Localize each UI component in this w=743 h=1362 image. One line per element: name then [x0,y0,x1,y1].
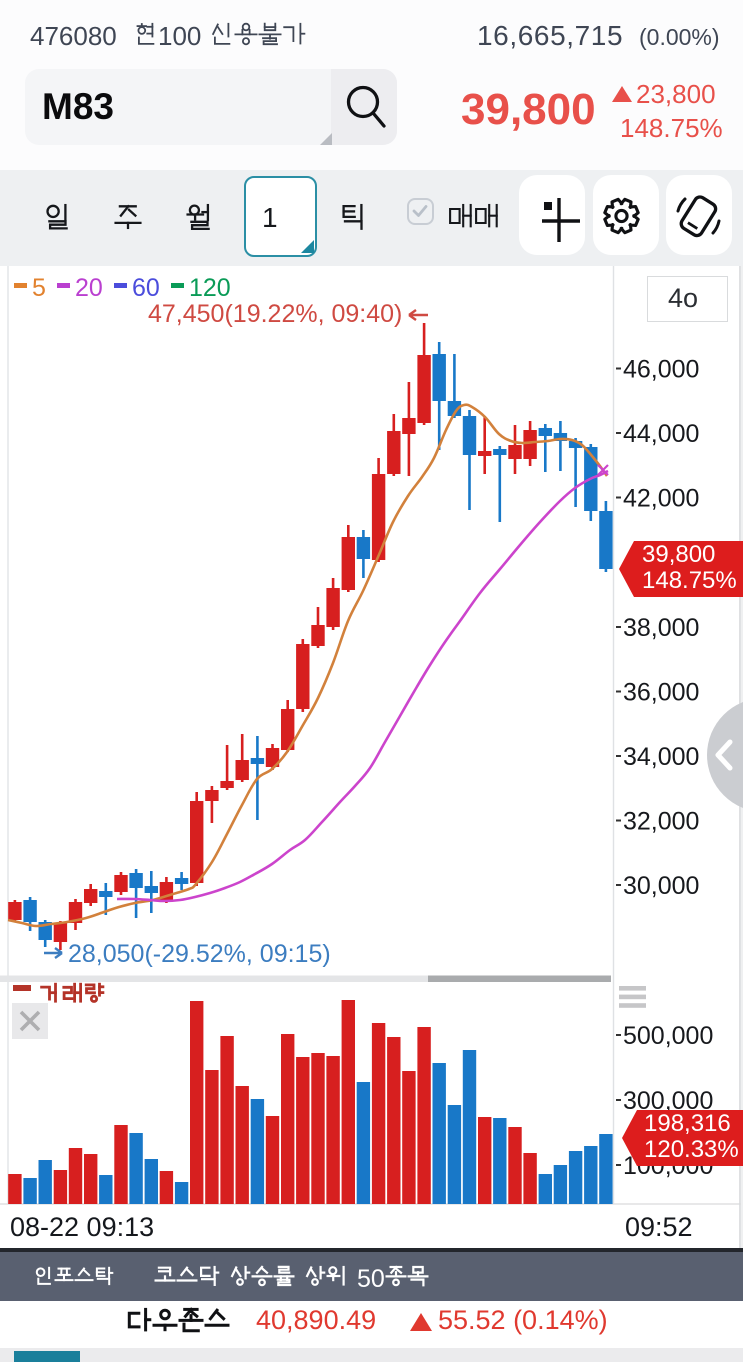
svg-text:08-22 09:13: 08-22 09:13 [10,1212,154,1242]
svg-text:36,000: 36,000 [623,679,699,707]
svg-text:148.75%: 148.75% [642,567,737,594]
svg-text:42,000: 42,000 [623,485,699,513]
svg-text:30,000: 30,000 [623,872,699,900]
svg-text:120: 120 [189,274,231,302]
svg-text:09:52: 09:52 [625,1212,693,1242]
svg-text:5: 5 [32,274,46,302]
svg-text:39,800: 39,800 [642,541,715,568]
svg-text:120.33%: 120.33% [644,1136,739,1163]
svg-text:44,000: 44,000 [623,420,699,448]
svg-text:46,000: 46,000 [623,356,699,384]
svg-text:47,450(19.22%, 09:40): 47,450(19.22%, 09:40) [148,300,402,328]
svg-text:500,000: 500,000 [623,1022,713,1050]
svg-text:38,000: 38,000 [623,614,699,642]
svg-text:20: 20 [75,274,103,302]
svg-text:60: 60 [132,274,160,302]
svg-text:28,050(-29.52%, 09:15): 28,050(-29.52%, 09:15) [68,940,331,968]
svg-text:34,000: 34,000 [623,743,699,771]
svg-text:32,000: 32,000 [623,808,699,836]
svg-text:198,316: 198,316 [644,1110,731,1137]
